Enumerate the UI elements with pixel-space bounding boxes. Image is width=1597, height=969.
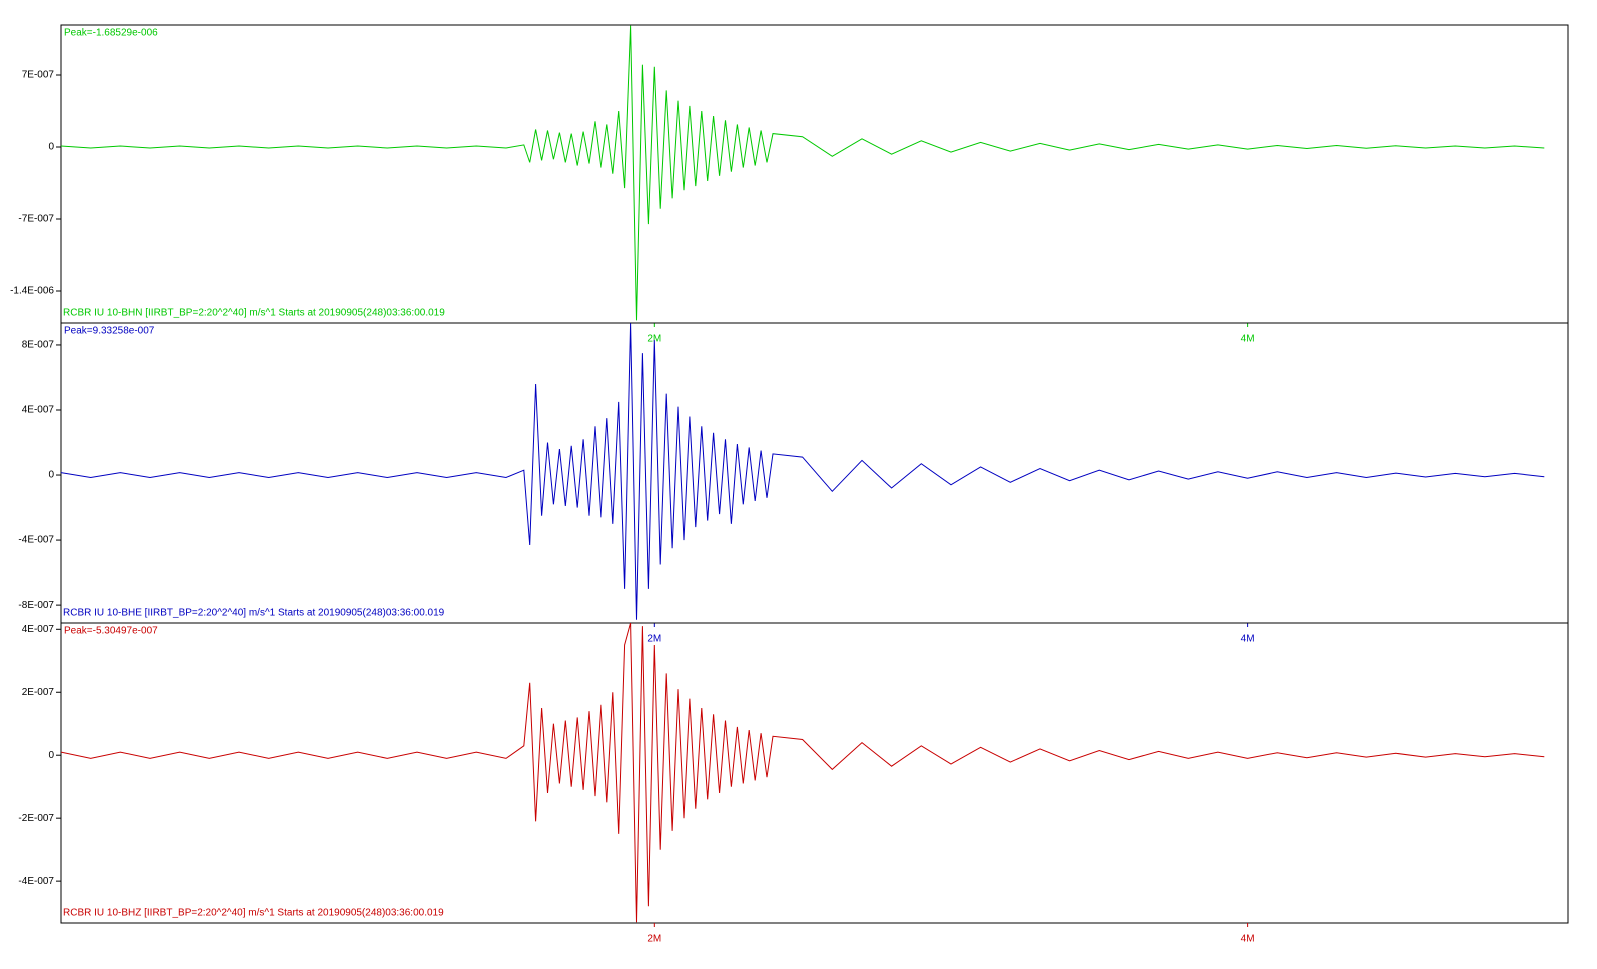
x-tick-label: 2M (647, 334, 661, 345)
y-tick-label: -4E-007 (18, 876, 54, 887)
y-tick-label: 2E-007 (22, 687, 55, 698)
waveform (61, 25, 1545, 321)
y-tick-label: 0 (48, 750, 54, 761)
waveform (61, 323, 1545, 620)
x-tick-label: 4M (1241, 934, 1255, 945)
waveform (61, 623, 1545, 923)
y-tick-label: 4E-007 (22, 624, 55, 635)
y-tick-label: -1.4E-006 (10, 286, 54, 297)
y-tick-label: 4E-007 (22, 405, 55, 416)
trace-label: RCBR IU 10-BHN [IIRBT_BP=2:20^2^40] m/s^… (63, 308, 445, 319)
trace-label: RCBR IU 10-BHE [IIRBT_BP=2:20^2^40] m/s^… (63, 608, 445, 619)
peak-annotation: Peak=-1.68529e-006 (64, 28, 158, 39)
y-tick-label: 0 (48, 470, 54, 481)
y-tick-label: -8E-007 (18, 600, 54, 611)
peak-annotation: Peak=-5.30497e-007 (64, 626, 158, 637)
x-tick-label: 4M (1241, 334, 1255, 345)
panel-frame (60, 24, 1569, 324)
y-tick-label: -2E-007 (18, 813, 54, 824)
x-tick-label: 2M (647, 934, 661, 945)
trace-label: RCBR IU 10-BHZ [IIRBT_BP=2:20^2^40] m/s^… (63, 908, 444, 919)
x-tick-label: 2M (647, 634, 661, 645)
y-tick-label: -4E-007 (18, 535, 54, 546)
y-tick-label: 0 (48, 142, 54, 153)
y-tick-label: 8E-007 (22, 340, 55, 351)
peak-annotation: Peak=9.33258e-007 (64, 326, 155, 337)
y-tick-label: 7E-007 (22, 70, 55, 81)
panel-frame (60, 622, 1569, 924)
y-tick-label: -7E-007 (18, 214, 54, 225)
x-tick-label: 4M (1241, 634, 1255, 645)
